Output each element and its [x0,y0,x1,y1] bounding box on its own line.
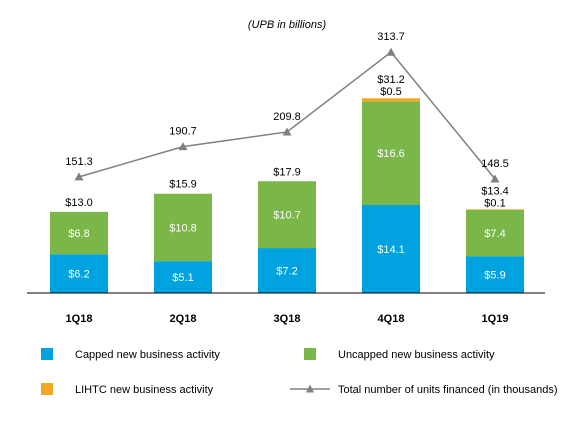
legend-swatch [41,348,53,360]
segment-value-label: $7.4 [484,228,505,240]
legend: Capped new business activity Uncapped new… [41,348,558,396]
x-tick-label: 3Q18 [274,313,301,325]
legend-swatch [304,348,316,360]
bar-segment-3-4q18 [362,98,420,102]
units-marker [386,47,396,56]
x-tick-label: 2Q18 [170,313,197,325]
segment-value-label: $5.1 [172,272,193,284]
segment-value-label: $10.8 [169,222,197,234]
legend-label: Uncapped new business activity [338,349,495,361]
units-value-label: 151.3 [65,156,93,168]
bar-segment-1-4q18 [362,204,420,293]
bar-segment-1-3q18 [258,248,316,293]
units-value-label: 313.7 [377,31,405,43]
bars-layer [50,98,524,293]
units-value-label: 209.8 [273,111,301,123]
bar-segment-2-1q19 [466,209,524,257]
bar-total-label: $31.2 [377,74,405,86]
legend-swatch [41,383,53,395]
bar-segment-1-2q18 [154,261,212,293]
lihtc-value-label: $0.5 [380,86,401,98]
units-marker [282,127,292,136]
segment-value-label: $14.1 [377,244,405,256]
units-marker [74,172,84,181]
legend-label: Capped new business activity [75,349,220,361]
lihtc-value-label: $0.1 [484,197,505,209]
x-tick-label: 4Q18 [378,313,405,325]
units-value-label: 148.5 [481,158,509,170]
labels-layer: $6.2 $6.8 $13.0 1Q18 $5.1 $10.8 $15.9 2Q18 $7.2 $… [65,31,509,325]
bar-segment-2-3q18 [258,181,316,249]
bar-segment-3-1q19 [466,209,524,210]
units-marker [490,174,500,183]
bar-segment-2-1q18 [50,211,108,255]
x-tick-label: 1Q19 [482,313,509,325]
bar-segment-1-1q19 [466,256,524,293]
segment-value-label: $6.2 [68,269,89,281]
segment-value-label: $10.7 [273,210,301,222]
bar-total-label: $17.9 [273,166,301,178]
bar-total-label: $15.9 [169,179,197,191]
x-tick-label: 1Q18 [66,313,93,325]
segment-value-label: $7.2 [276,266,297,278]
units-marker [178,142,188,151]
segment-value-label: $6.8 [68,228,89,240]
segment-value-label: $5.9 [484,270,505,282]
legend-label: Total number of units financed (in thous… [338,384,558,396]
bar-segment-2-2q18 [154,193,212,262]
units-value-label: 190.7 [169,126,197,138]
chart-subtitle: (UPB in billions) [248,19,327,31]
bar-segment-1-1q18 [50,254,108,293]
segment-value-label: $16.6 [377,148,405,160]
legend-label: LIHTC new business activity [75,384,214,396]
legend-triangle-icon [306,384,314,393]
bar-segment-2-4q18 [362,101,420,205]
bar-total-label: $13.4 [481,185,509,197]
bar-total-label: $13.0 [65,197,93,209]
line-layer [74,47,500,183]
